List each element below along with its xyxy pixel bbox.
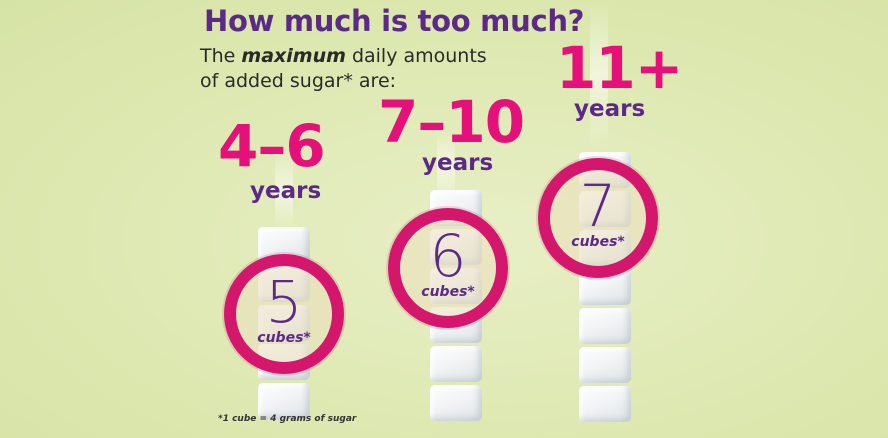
sugar-cube <box>430 346 482 382</box>
cube-count-label-11-plus: cubes* <box>571 234 625 250</box>
page-subtitle: The maximum daily amounts of added sugar… <box>200 45 487 92</box>
sugar-sparkle <box>275 150 293 230</box>
age-range-11-plus: 11+ <box>556 34 683 102</box>
cube-count-11-plus: 7 <box>579 172 617 240</box>
age-unit-11-plus: years <box>574 96 646 122</box>
sugar-cube <box>258 383 310 419</box>
age-unit-7-10: years <box>422 150 494 176</box>
cube-count-ring-11-plus: 7 cubes* <box>538 158 658 278</box>
subtitle-emphasis: maximum <box>241 45 346 67</box>
cube-count-ring-7-10: 6 cubes* <box>388 208 508 328</box>
sugar-sparkle <box>437 130 455 200</box>
footnote: *1 cube = 4 grams of sugar <box>218 414 357 424</box>
age-range-7-10: 7–10 <box>378 88 525 156</box>
sugar-cube <box>579 347 631 383</box>
sugar-cube <box>430 385 482 421</box>
age-range-4-6: 4–6 <box>218 112 326 180</box>
page-title: How much is too much? <box>204 4 585 38</box>
age-unit-4-6: years <box>250 178 322 204</box>
cube-count-ring-4-6: 5 cubes* <box>224 254 344 374</box>
sugar-cube <box>579 308 631 344</box>
cube-count-label-4-6: cubes* <box>257 330 311 346</box>
sugar-sparkle <box>590 0 608 150</box>
cube-count-label-7-10: cubes* <box>421 284 475 300</box>
cube-count-4-6: 5 <box>265 268 303 336</box>
cube-count-7-10: 6 <box>429 222 467 290</box>
sugar-cube <box>579 386 631 422</box>
